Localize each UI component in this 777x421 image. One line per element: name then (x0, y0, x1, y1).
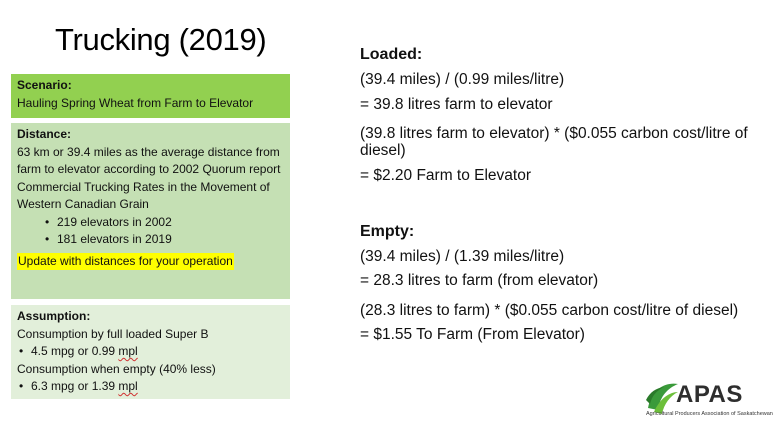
empty-calculation: Empty: (39.4 miles) / (1.39 miles/litre)… (360, 222, 760, 344)
apas-logo-tagline: Agricultural Producers Association of Sa… (646, 411, 773, 417)
list-item: 6.3 mpg or 1.39 mpl (19, 378, 284, 396)
empty-cost-formula: (28.3 litres to farm) * ($0.055 carbon c… (360, 302, 739, 319)
loaded-formula: (39.4 miles) / (0.99 miles/litre) (360, 71, 565, 88)
list-item: 181 elevators in 2019 (45, 231, 284, 249)
list-item: 4.5 mpg or 0.99 mpl (19, 343, 284, 361)
scenario-box: Scenario: Hauling Spring Wheat from Farm… (11, 74, 290, 118)
empty-consumption-list: 6.3 mpg or 1.39 mpl (17, 378, 284, 396)
empty-formula: (39.4 miles) / (1.39 miles/litre) (360, 248, 565, 265)
empty-litres: = 28.3 litres to farm (from elevator) (360, 272, 599, 289)
loaded-consumption-list: 4.5 mpg or 0.99 mpl (17, 343, 284, 361)
scenario-heading: Scenario: (17, 78, 72, 92)
assumption-line-empty: Consumption when empty (40% less) (17, 361, 216, 376)
consumption-value: 4.5 mpg or 0.99 (31, 344, 119, 358)
assumption-box: Assumption: Consumption by full loaded S… (11, 305, 290, 399)
loaded-cost-formula: (39.8 litres farm to elevator) * ($0.055… (360, 125, 748, 159)
elevator-count-list: 219 elevators in 2002 181 elevators in 2… (17, 214, 284, 249)
apas-logo-text: APAS (676, 381, 743, 408)
distance-text: 63 km or 39.4 miles as the average dista… (17, 144, 281, 212)
empty-cost-result: = $1.55 To Farm (From Elevator) (360, 326, 585, 343)
list-item: 219 elevators in 2002 (45, 214, 284, 232)
assumption-line-loaded: Consumption by full loaded Super B (17, 326, 209, 341)
empty-heading: Empty: (360, 223, 415, 240)
loaded-heading: Loaded: (360, 46, 423, 63)
consumption-value: 6.3 mpg or 1.39 (31, 379, 119, 393)
loaded-cost-result: = $2.20 Farm to Elevator (360, 167, 532, 184)
unit-mpl: mpl (118, 344, 138, 358)
slide-title: Trucking (2019) (55, 22, 267, 57)
assumption-heading: Assumption: (17, 309, 91, 323)
loaded-calculation: Loaded: (39.4 miles) / (0.99 miles/litre… (360, 45, 760, 185)
apas-leaf-logo-icon (646, 383, 678, 414)
scenario-text: Hauling Spring Wheat from Farm to Elevat… (17, 95, 254, 110)
unit-mpl: mpl (118, 379, 138, 393)
distance-box: Distance: 63 km or 39.4 miles as the ave… (11, 123, 290, 299)
highlighted-note: Update with distances for your operation (17, 252, 234, 270)
distance-heading: Distance: (17, 127, 72, 141)
loaded-litres: = 39.8 litres farm to elevator (360, 96, 553, 113)
